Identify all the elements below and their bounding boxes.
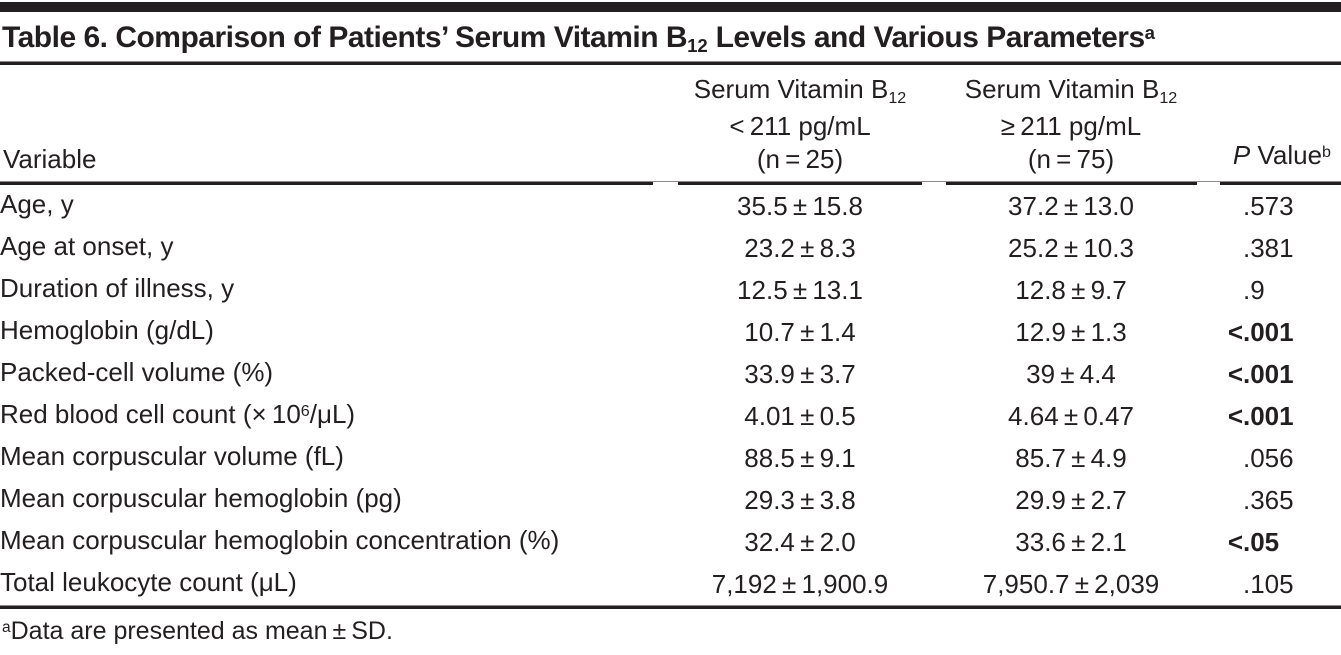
- p-value-cell: .105: [1208, 563, 1341, 605]
- low-b12-value-cell: 35.5 ± 15.8: [737, 191, 863, 221]
- title-text-2: Levels and Various Parameters: [707, 21, 1146, 54]
- variable-cell: Red blood cell count (× 106/μL): [0, 399, 356, 429]
- footnote-a: aData are presented as mean ± SD.: [2, 617, 393, 645]
- p-value-cell: .9: [1208, 269, 1341, 311]
- header-low-b12-group: Serum Vitamin B12 < 211 pg/mL (n = 25): [666, 73, 934, 176]
- footnotes: aData are presented as mean ± SD. bBolde…: [0, 609, 1341, 655]
- variable-cell: Duration of illness, y: [0, 273, 235, 303]
- data-table: Age, y 35.5 ± 15.8 37.2 ± 13.0 .573 Age …: [0, 185, 1341, 605]
- high-b12-value-cell: 39 ± 4.4: [1026, 359, 1116, 389]
- low-b12-value-cell: 29.3 ± 3.8: [744, 485, 856, 515]
- p-value-footnote-marker: b: [1322, 142, 1331, 161]
- title-footnote-marker: a: [1144, 21, 1155, 43]
- column-headers: Variable Serum Vitamin B12 < 211 pg/mL (…: [0, 65, 1341, 181]
- title-subscript: 12: [687, 35, 708, 57]
- header-low-b12-line3: (n = 25): [756, 144, 844, 174]
- title-text: Table 6. Comparison of Patients’ Serum V…: [2, 21, 688, 54]
- high-b12-value-cell: 4.64 ± 0.47: [1008, 401, 1134, 431]
- high-b12-value-cell: 29.9 ± 2.7: [1015, 485, 1127, 515]
- p-number: .056: [1243, 443, 1294, 473]
- low-b12-value-cell: 88.5 ± 9.1: [744, 443, 856, 473]
- high-b12-value-cell: 7,950.7 ± 2,039: [982, 569, 1160, 599]
- header-low-b12-line1: Serum Vitamin B12: [693, 74, 907, 107]
- high-b12-value-cell: 12.8 ± 9.7: [1015, 275, 1127, 305]
- low-b12-value-cell: 10.7 ± 1.4: [744, 317, 856, 347]
- low-b12-value-cell: 7,192 ± 1,900.9: [711, 569, 889, 599]
- header-p-value: P Valueb: [1232, 140, 1331, 170]
- variable-cell: Age, y: [0, 189, 74, 219]
- p-value-cell: .573: [1208, 185, 1341, 227]
- low-b12-value-cell: 32.4 ± 2.0: [744, 527, 856, 557]
- p-value-cell: .056: [1208, 437, 1341, 479]
- header-underline: [0, 181, 1341, 185]
- p-value-cell: <.001: [1208, 311, 1341, 353]
- table-row: Hemoglobin (g/dL) 10.7 ± 1.4 12.9 ± 1.3 …: [0, 311, 1341, 353]
- high-b12-value-cell: 33.6 ± 2.1: [1015, 527, 1127, 557]
- low-b12-value-cell: 12.5 ± 13.1: [737, 275, 863, 305]
- table-row: Packed-cell volume (%) 33.9 ± 3.7 39 ± 4…: [0, 353, 1341, 395]
- table-row: Age, y 35.5 ± 15.8 37.2 ± 13.0 .573: [0, 185, 1341, 227]
- p-number: .105: [1243, 569, 1294, 599]
- p-prefix: <: [1227, 317, 1243, 347]
- table-row: Mean corpuscular hemoglobin concentratio…: [0, 521, 1341, 563]
- variable-cell: Mean corpuscular hemoglobin (pg): [0, 483, 402, 513]
- high-b12-value-cell: 37.2 ± 13.0: [1008, 191, 1134, 221]
- footnote-a-marker: a: [2, 619, 11, 637]
- table-title: Table 6. Comparison of Patients’ Serum V…: [0, 18, 1341, 61]
- low-b12-value-cell: 4.01 ± 0.5: [744, 401, 856, 431]
- p-value-cell: .381: [1208, 227, 1341, 269]
- low-b12-value-cell: 23.2 ± 8.3: [744, 233, 856, 263]
- p-number: .001: [1243, 359, 1294, 389]
- high-b12-value-cell: 85.7 ± 4.9: [1015, 443, 1127, 473]
- p-prefix: <: [1227, 359, 1243, 389]
- variable-cell: Mean corpuscular volume (fL): [0, 441, 344, 471]
- header-high-b12-line3: (n = 75): [1027, 144, 1115, 174]
- table-row: Duration of illness, y 12.5 ± 13.1 12.8 …: [0, 269, 1341, 311]
- variable-cell: Hemoglobin (g/dL): [0, 315, 214, 345]
- header-low-b12-line2: < 211 pg/mL: [729, 111, 871, 141]
- p-number: .365: [1243, 485, 1294, 515]
- p-number: .001: [1243, 401, 1294, 431]
- b12-subscript: 12: [888, 88, 907, 107]
- variable-cell: Packed-cell volume (%): [0, 357, 274, 387]
- variable-cell: Age at onset, y: [0, 231, 174, 261]
- b12-subscript: 12: [1159, 88, 1178, 107]
- body-bottom-rule: [0, 605, 1341, 609]
- table-row: Total leukocyte count (μL) 7,192 ± 1,900…: [0, 563, 1341, 605]
- header-variable: Variable: [3, 144, 97, 174]
- p-value-cell: <.001: [1208, 353, 1341, 395]
- variable-cell: Mean corpuscular hemoglobin concentratio…: [0, 525, 560, 555]
- p-number: .001: [1243, 317, 1294, 347]
- p-number: .381: [1243, 233, 1294, 263]
- variable-cell: Total leukocyte count (μL): [0, 567, 297, 597]
- top-rule: [0, 2, 1341, 12]
- p-prefix: <: [1227, 401, 1243, 431]
- p-number: .9: [1243, 275, 1265, 305]
- table-row: Red blood cell count (× 106/μL) 4.01 ± 0…: [0, 395, 1341, 437]
- title-rule: [0, 61, 1341, 65]
- high-b12-value-cell: 12.9 ± 1.3: [1015, 317, 1127, 347]
- p-value-cell: .365: [1208, 479, 1341, 521]
- table-row: Mean corpuscular volume (fL) 88.5 ± 9.1 …: [0, 437, 1341, 479]
- table-body: Age, y 35.5 ± 15.8 37.2 ± 13.0 .573 Age …: [0, 185, 1341, 605]
- high-b12-value-cell: 25.2 ± 10.3: [1008, 233, 1134, 263]
- header-high-b12-line1: Serum Vitamin B12: [964, 74, 1178, 107]
- table-row: Age at onset, y 23.2 ± 8.3 25.2 ± 10.3 .…: [0, 227, 1341, 269]
- table-row: Mean corpuscular hemoglobin (pg) 29.3 ± …: [0, 479, 1341, 521]
- p-number: .05: [1243, 527, 1280, 557]
- p-italic: P: [1232, 140, 1251, 170]
- p-number: .573: [1243, 191, 1294, 221]
- low-b12-value-cell: 33.9 ± 3.7: [744, 359, 856, 389]
- p-value-cell: <.05: [1208, 521, 1341, 563]
- p-value-cell: <.001: [1208, 395, 1341, 437]
- label-superscript: 6: [300, 401, 310, 420]
- header-underline-light: [0, 181, 1341, 182]
- header-high-b12-line2: ≥ 211 pg/mL: [1000, 111, 1142, 141]
- p-prefix: <: [1227, 527, 1243, 557]
- header-high-b12-group: Serum Vitamin B12 ≥ 211 pg/mL (n = 75): [934, 73, 1208, 176]
